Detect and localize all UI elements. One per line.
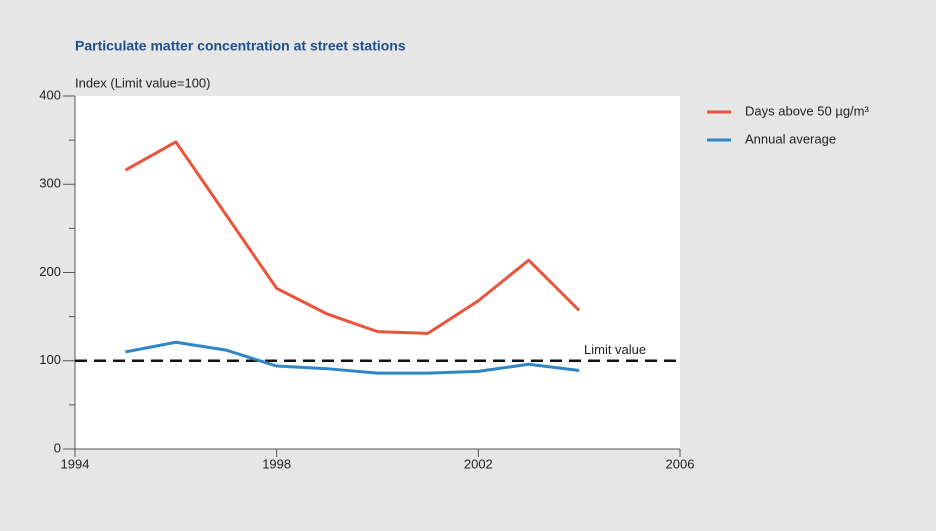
data-line	[125, 340, 580, 375]
data-line	[124, 140, 581, 335]
y-tick-label: 400	[39, 87, 61, 102]
x-tick-label: 1994	[61, 456, 90, 471]
y-tick-label: 100	[39, 352, 61, 367]
reference-label: Limit value	[584, 342, 646, 357]
y-tick-label: 0	[54, 440, 61, 455]
y-tick-label: 200	[39, 264, 61, 279]
x-tick-label: 2006	[666, 456, 695, 471]
x-tick-label: 2002	[464, 456, 493, 471]
y-axis-label: Index (Limit value=100)	[75, 75, 211, 90]
legend-label: Days above 50 µg/m³	[745, 103, 869, 118]
legend-label: Annual average	[745, 131, 836, 146]
chart-title: Particulate matter concentration at stre…	[75, 38, 406, 54]
y-tick-label: 300	[39, 176, 61, 191]
plot-area	[75, 96, 680, 449]
x-tick-label: 1998	[262, 456, 291, 471]
